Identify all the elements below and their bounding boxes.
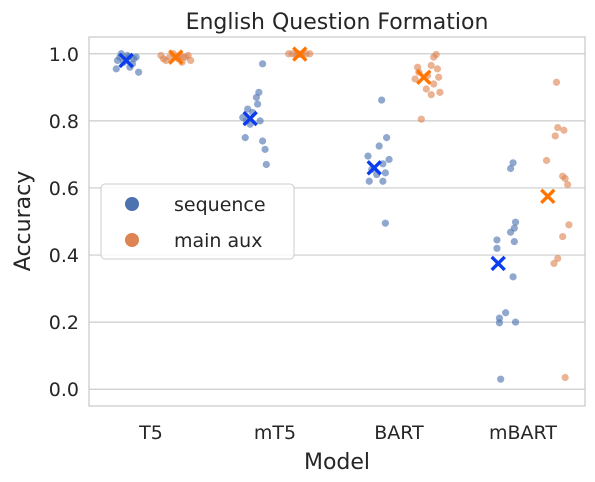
y-tick-label: 1.0: [49, 44, 79, 66]
data-point-main-aux: [430, 53, 438, 61]
legend-label-sequence: sequence: [174, 194, 266, 216]
plot-area-frame: [88, 36, 586, 407]
x-tick-label: mBART: [489, 422, 557, 444]
y-tick-label: 0.6: [49, 178, 79, 200]
data-point-sequence: [259, 60, 267, 68]
data-point-main-aux: [560, 126, 568, 134]
data-point-main-aux: [550, 259, 558, 268]
x-tick-label: T5: [138, 422, 163, 444]
legend-marker-main-aux: [125, 233, 139, 247]
data-point-sequence: [262, 160, 270, 169]
data-point-sequence: [493, 244, 501, 252]
data-point-sequence: [381, 219, 389, 227]
data-point-sequence: [510, 238, 518, 246]
data-point-sequence: [365, 177, 373, 185]
data-point-sequence: [493, 236, 501, 244]
x-tick-labels: T5 mT5 BART mBART: [138, 422, 557, 444]
y-tick-label: 0.2: [49, 312, 79, 334]
data-point-main-aux: [411, 75, 419, 83]
data-point-sequence: [241, 134, 249, 142]
chart-title: English Question Formation: [186, 10, 489, 35]
data-point-sequence: [502, 309, 510, 317]
legend-marker-sequence: [125, 197, 139, 211]
y-tick-labels: 0.0 0.2 0.4 0.6 0.8 1.0: [49, 44, 79, 401]
legend: sequence main aux: [100, 183, 295, 260]
data-point-sequence: [379, 177, 387, 185]
data-point-main-aux: [554, 254, 562, 262]
data-point-main-aux: [554, 123, 562, 132]
data-point-main-aux: [561, 174, 569, 183]
mean-marker-main-aux: [416, 69, 432, 85]
mean-marker-main-aux: [540, 188, 556, 205]
y-tick-label: 0.8: [49, 111, 79, 133]
x-tick-label: BART: [374, 422, 424, 444]
data-point-sequence: [385, 155, 393, 164]
data-point-main-aux: [435, 73, 443, 81]
data-point-main-aux: [436, 88, 444, 96]
y-axis-label: Accuracy: [11, 171, 36, 271]
y-tick-label: 0.4: [49, 245, 79, 267]
mean-marker-sequence: [242, 110, 258, 127]
data-point-sequence: [254, 100, 262, 108]
data-point-main-aux: [187, 56, 195, 65]
mean-markers: [118, 46, 556, 272]
data-point-main-aux: [551, 132, 559, 140]
data-point-main-aux: [430, 80, 438, 88]
data-point-sequence: [509, 159, 517, 167]
data-point-main-aux: [179, 53, 187, 61]
data-point-main-aux: [306, 50, 314, 58]
data-point-sequence: [509, 273, 517, 281]
data-point-main-aux: [559, 232, 567, 241]
data-point-sequence: [259, 137, 267, 145]
mean-marker-main-aux: [168, 49, 184, 65]
data-point-main-aux: [552, 78, 561, 86]
data-point-main-aux: [285, 50, 293, 58]
mean-marker-sequence: [490, 255, 506, 272]
x-axis-label: Model: [304, 450, 370, 475]
legend-box: [100, 183, 295, 260]
data-point-sequence: [256, 117, 264, 125]
x-tick-label: mT5: [254, 422, 296, 444]
data-point-sequence: [383, 134, 391, 142]
data-point-main-aux: [427, 61, 435, 70]
data-point-sequence: [497, 375, 505, 383]
data-point-sequence: [511, 318, 520, 326]
data-point-main-aux: [159, 55, 167, 63]
mean-marker-main-aux: [292, 46, 308, 62]
data-point-sequence: [261, 145, 269, 153]
data-point-main-aux: [433, 65, 442, 73]
data-point-main-aux: [427, 91, 435, 99]
data-point-sequence: [507, 164, 515, 173]
data-point-main-aux: [542, 156, 551, 165]
data-point-sequence: [507, 228, 515, 236]
legend-label-main-aux: main aux: [174, 230, 262, 252]
data-point-main-aux: [565, 221, 573, 229]
data-point-sequence: [381, 169, 389, 177]
data-point-sequence: [511, 218, 520, 226]
data-point-sequence: [364, 152, 372, 160]
mean-marker-sequence: [118, 52, 134, 69]
data-point-sequence: [495, 319, 504, 327]
data-point-sequence: [112, 65, 120, 73]
data-point-sequence: [135, 68, 143, 76]
data-point-sequence: [378, 96, 386, 104]
data-point-main-aux: [561, 373, 569, 382]
data-point-main-aux: [564, 181, 572, 189]
y-tick-label: 0.0: [49, 379, 79, 401]
data-point-sequence: [252, 93, 260, 101]
mean-marker-sequence: [366, 160, 382, 176]
data-point-main-aux: [417, 115, 425, 123]
data-point-main-aux: [422, 85, 430, 93]
data-point-sequence: [375, 142, 383, 150]
